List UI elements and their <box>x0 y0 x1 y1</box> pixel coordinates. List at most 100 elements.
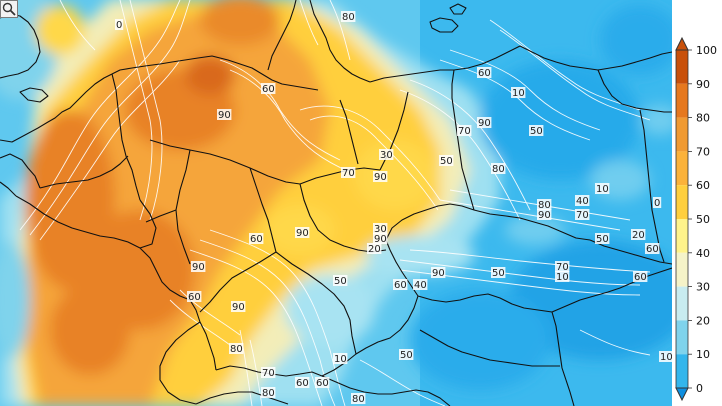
contour-label-bg <box>413 279 428 290</box>
contour-label-bg <box>217 109 232 120</box>
colorbar-label: 70 <box>696 145 710 158</box>
contour-label-bg <box>187 291 202 302</box>
contour-label-bg <box>367 243 382 254</box>
contour-label-bg <box>575 209 590 220</box>
contour-label-bg <box>633 271 648 282</box>
colorbar-label: 90 <box>696 78 710 91</box>
contour-label: 90 <box>232 302 245 313</box>
colorbar-cell <box>676 286 688 321</box>
contour-label: 90 <box>374 172 387 183</box>
contour-label: 90 <box>296 228 309 239</box>
contour-label: 60 <box>296 378 309 389</box>
contour-label-bg <box>595 233 610 244</box>
magnifier-icon[interactable] <box>0 0 18 18</box>
contour-label: 10 <box>512 88 525 99</box>
contour-label: 70 <box>342 168 355 179</box>
contour-label: 20 <box>632 230 645 241</box>
contour-label-bg <box>341 11 356 22</box>
precipitation-map[interactable]: 0 80 60 10 90 60 70 90 50 30 50 70 90 80 80 90 10 40 70 0 90… <box>0 0 672 406</box>
contour-label-bg <box>477 117 492 128</box>
contour-label: 40 <box>414 280 427 291</box>
contour-label: 70 <box>262 368 275 379</box>
contour-label-bg <box>529 125 544 136</box>
contour-label-bg <box>333 275 348 286</box>
contour-label: 60 <box>478 68 491 79</box>
contour-label: 90 <box>432 268 445 279</box>
contour-label: 80 <box>230 344 243 355</box>
colorbar-label: 50 <box>696 213 710 226</box>
contour-label-bg <box>537 199 552 210</box>
contour-label: 70 <box>556 262 569 273</box>
colorbar-legend: 100 90 80 70 60 50 40 30 20 10 0 <box>672 0 722 406</box>
contour-label-bg <box>399 349 414 360</box>
contour-label-bg <box>373 233 388 244</box>
contour-label: 80 <box>262 388 275 399</box>
contour-label-bg <box>477 67 492 78</box>
contour-label-bg <box>315 377 330 388</box>
colorbar-cell <box>676 185 688 219</box>
contour-label-bg <box>491 267 506 278</box>
contour-label: 50 <box>596 234 609 245</box>
colorbar-label: 80 <box>696 112 710 125</box>
contour-label-bg <box>653 197 662 208</box>
colorbar-cell <box>676 219 688 253</box>
contour-label-bg <box>393 279 408 290</box>
contour-label: 50 <box>530 126 543 137</box>
contour-label: 10 <box>334 354 347 365</box>
contour-label-bg <box>261 387 276 398</box>
colorbar-blocks <box>675 49 689 389</box>
contour-label: 90 <box>538 210 551 221</box>
contour-label-bg <box>333 353 348 364</box>
colorbar-cell <box>676 151 688 186</box>
colorbar-top-arrow <box>675 36 689 51</box>
contour-label: 60 <box>634 272 647 283</box>
contour-label-bg <box>439 155 454 166</box>
colorbar-label: 60 <box>696 179 710 192</box>
contour-label-bg <box>295 377 310 388</box>
contour-label-bg <box>351 393 366 404</box>
colorbar-cell <box>676 50 688 84</box>
contour-label-bg <box>537 209 552 220</box>
contour-label-bg <box>511 87 526 98</box>
contour-label-bg <box>631 229 646 240</box>
contour-label-bg <box>555 271 570 282</box>
contour-label-bg <box>341 167 356 178</box>
colorbar-cell <box>676 354 688 388</box>
colorbar-bottom-arrow <box>675 387 689 402</box>
contour-label: 60 <box>646 244 659 255</box>
colorbar-cell <box>676 252 688 287</box>
colorbar-cell <box>676 117 688 152</box>
contour-label: 40 <box>576 196 589 207</box>
contour-label: 10 <box>660 352 672 363</box>
contour-label: 90 <box>192 262 205 273</box>
country-borders <box>0 0 672 406</box>
contour-label-bg <box>555 261 570 272</box>
contour-label: 0 <box>116 20 122 31</box>
contour-label: 50 <box>492 268 505 279</box>
colorbar-cell <box>676 83 688 118</box>
contour-label: 60 <box>316 378 329 389</box>
contour-label-bg <box>229 343 244 354</box>
contour-label: 70 <box>458 126 471 137</box>
colorbar-label: 40 <box>696 247 710 260</box>
contour-label: 10 <box>556 272 569 283</box>
contour-label-bg <box>249 233 264 244</box>
colorbar-label: 100 <box>696 44 717 57</box>
contour-label-bg <box>261 83 276 94</box>
contour-label: 60 <box>250 234 263 245</box>
contour-label: 0 <box>654 198 660 209</box>
contour-label: 50 <box>400 350 413 361</box>
colorbar-label: 10 <box>696 348 710 361</box>
contour-label: 60 <box>262 84 275 95</box>
contour-label-bg <box>231 301 246 312</box>
contour-label: 90 <box>218 110 231 121</box>
contour-label-bg <box>191 261 206 272</box>
contour-label-bg <box>645 243 660 254</box>
contour-label-bg <box>115 19 124 30</box>
contour-label: 50 <box>440 156 453 167</box>
contour-label-bg <box>575 195 590 206</box>
contour-label-bg <box>261 367 276 378</box>
